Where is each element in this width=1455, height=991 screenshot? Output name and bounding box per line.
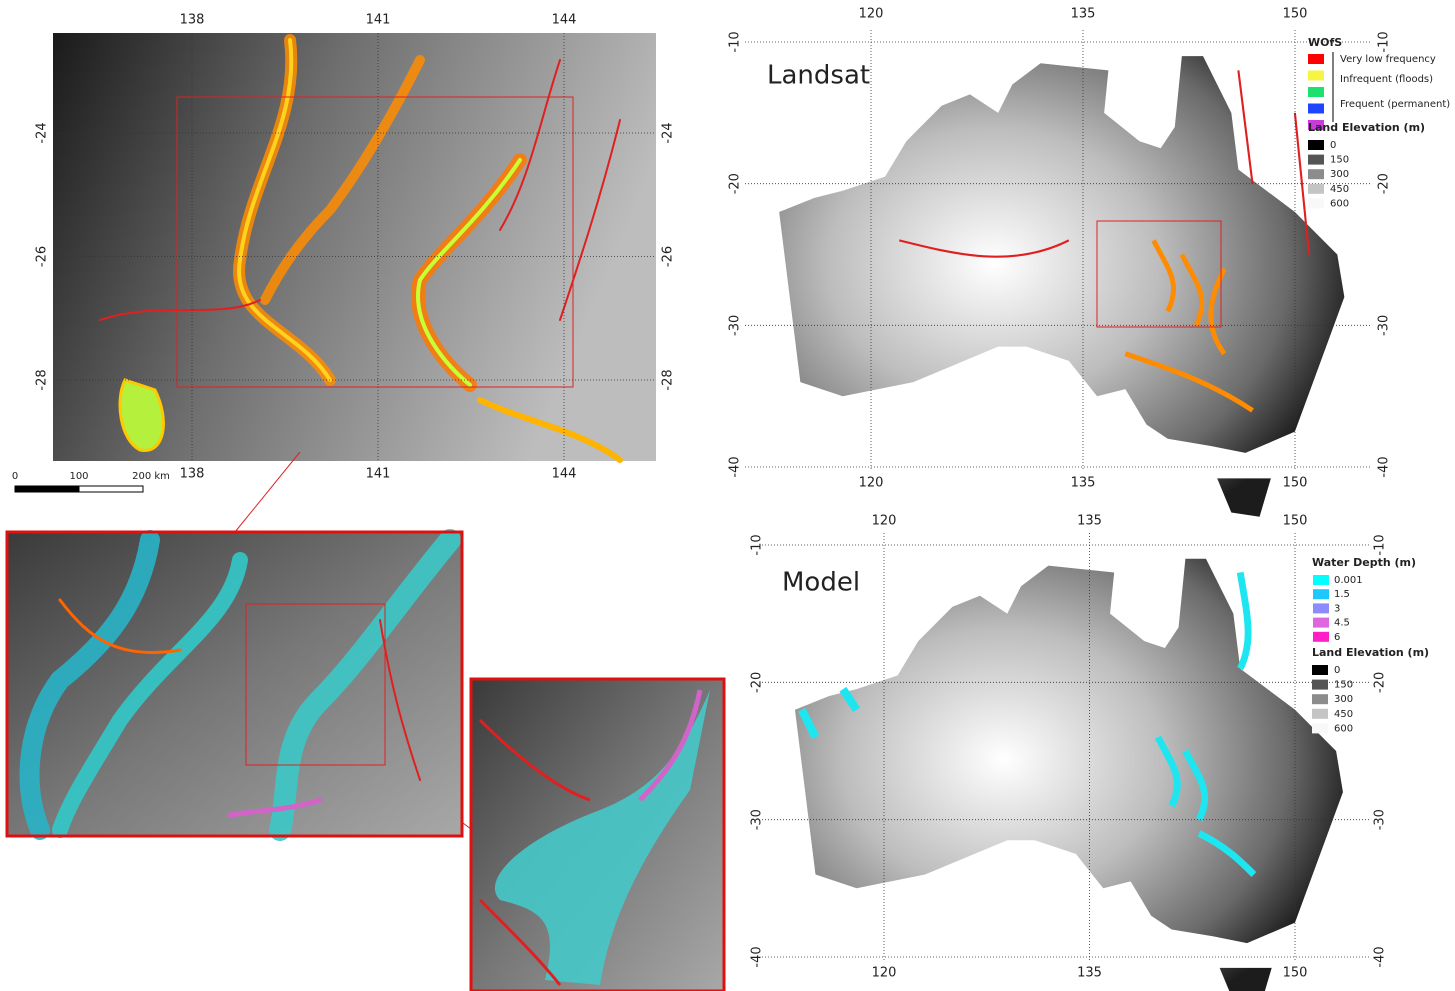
connector (235, 452, 300, 532)
y-tick-label: -20 (750, 672, 765, 693)
legend: Water Depth (m) 0.001 1.5 3 4.5 6 Land Elevati… (1312, 556, 1429, 734)
y-tick-label: -20 (1373, 672, 1388, 693)
y-tick-label: -20 (728, 173, 743, 194)
legend-label: 0 (1330, 140, 1336, 151)
legend-swatch (1308, 198, 1324, 208)
legend-swatch (1312, 680, 1328, 690)
y-tick-label: -26 (661, 246, 676, 267)
legend-label: 300 (1330, 169, 1349, 180)
legend-label: 600 (1330, 198, 1349, 209)
x-tick-label: 150 (1283, 514, 1308, 529)
legend-label: Frequent (permanent) (1340, 99, 1450, 110)
x-tick-label: 120 (859, 476, 884, 491)
zoom-inset (7, 532, 462, 836)
x-tick-label: 120 (872, 966, 897, 981)
x-tick-label: 144 (552, 467, 577, 482)
legend-label: 0.001 (1334, 575, 1363, 586)
y-tick-label: -30 (728, 315, 743, 336)
legend-label: 150 (1330, 155, 1349, 166)
legend-swatch (1308, 169, 1324, 179)
y-tick-label: -24 (35, 122, 50, 143)
x-tick-label: 150 (1283, 966, 1308, 981)
scale-label: 0 (12, 471, 18, 482)
legend-label: 4.5 (1334, 618, 1350, 629)
x-tick-label: 135 (1071, 7, 1096, 22)
x-tick-label: 135 (1071, 476, 1096, 491)
x-tick-label: 120 (872, 514, 897, 529)
map-title: Landsat (767, 61, 870, 91)
legend-label: 3 (1334, 603, 1340, 614)
legend-title: Water Depth (m) (1312, 556, 1416, 569)
x-tick-label: 150 (1283, 7, 1308, 22)
y-tick-label: -20 (1377, 173, 1392, 194)
legend-swatch (1313, 589, 1329, 599)
map-title: Model (782, 568, 860, 598)
x-tick-label: 138 (180, 13, 205, 28)
y-tick-label: -40 (1373, 946, 1388, 967)
figure: 138 138 141 141 144 144 -24 -24 -26 -26 -28 -28 0 1… (0, 0, 1455, 991)
y-tick-label: -30 (750, 809, 765, 830)
scale-label: 200 km (132, 471, 170, 482)
legend-label: 600 (1334, 723, 1353, 734)
legend-label: Very low frequency (1340, 54, 1436, 65)
y-tick-label: -10 (1373, 534, 1388, 555)
x-tick-label: 135 (1077, 966, 1102, 981)
y-tick-label: -26 (35, 246, 50, 267)
legend-swatch (1312, 723, 1328, 733)
legend-label: 450 (1334, 709, 1353, 720)
legend-swatch (1308, 104, 1324, 114)
continent (795, 559, 1343, 991)
y-tick-label: -30 (1373, 809, 1388, 830)
y-tick-label: -28 (661, 369, 676, 390)
x-tick-label: 141 (366, 13, 391, 28)
y-tick-label: -10 (728, 31, 743, 52)
legend-title: WOfS (1308, 36, 1342, 49)
legend-swatch (1313, 632, 1329, 642)
legend-label: Infrequent (floods) (1340, 74, 1433, 85)
legend-swatch (1312, 665, 1328, 675)
landsat-map: 120 120 135 135 150 150 -10 -10 -20 -20 -30 -30 -40 -… (728, 7, 1451, 517)
legend-swatch (1308, 87, 1324, 97)
x-tick-label: 150 (1283, 476, 1308, 491)
legend-title: Land Elevation (m) (1308, 121, 1425, 134)
model-map: 120 120 135 135 150 150 -10 -10 -20 -20 -30 -30 -40 -… (750, 514, 1430, 991)
scale-label: 100 (69, 471, 88, 482)
legend-label: 300 (1334, 694, 1353, 705)
y-tick-label: -30 (1377, 315, 1392, 336)
legend-label: 1.5 (1334, 589, 1350, 600)
x-tick-label: 144 (552, 13, 577, 28)
legend-label: 450 (1330, 184, 1349, 195)
legend-swatch (1308, 71, 1324, 81)
legend-title: Land Elevation (m) (1312, 646, 1429, 659)
legend-label: 150 (1334, 680, 1353, 691)
y-tick-label: -24 (661, 122, 676, 143)
legend-swatch (1308, 140, 1324, 150)
legend-swatch (1313, 618, 1329, 628)
legend-swatch (1312, 694, 1328, 704)
continent (779, 56, 1344, 517)
x-tick-label: 120 (859, 7, 884, 22)
scale-bar: 0 100 200 km (12, 471, 170, 492)
x-tick-label: 135 (1077, 514, 1102, 529)
legend-swatch (1313, 575, 1329, 585)
y-tick-label: -40 (750, 946, 765, 967)
legend-swatch (1313, 603, 1329, 613)
legend-swatch (1312, 709, 1328, 719)
legend-swatch (1308, 184, 1324, 194)
y-tick-label: -40 (1377, 456, 1392, 477)
y-tick-label: -10 (750, 534, 765, 555)
y-tick-label: -28 (35, 369, 50, 390)
detail-inset (471, 679, 724, 991)
regional-map: 138 138 141 141 144 144 -24 -24 -26 -26 -28 -28 0 1… (12, 13, 676, 493)
legend-label: 0 (1334, 665, 1340, 676)
y-tick-label: -10 (1377, 31, 1392, 52)
legend-label: 6 (1334, 632, 1340, 643)
y-tick-label: -40 (728, 456, 743, 477)
x-tick-label: 141 (366, 467, 391, 482)
legend-swatch (1308, 54, 1324, 64)
x-tick-label: 138 (180, 467, 205, 482)
legend-swatch (1308, 155, 1324, 165)
